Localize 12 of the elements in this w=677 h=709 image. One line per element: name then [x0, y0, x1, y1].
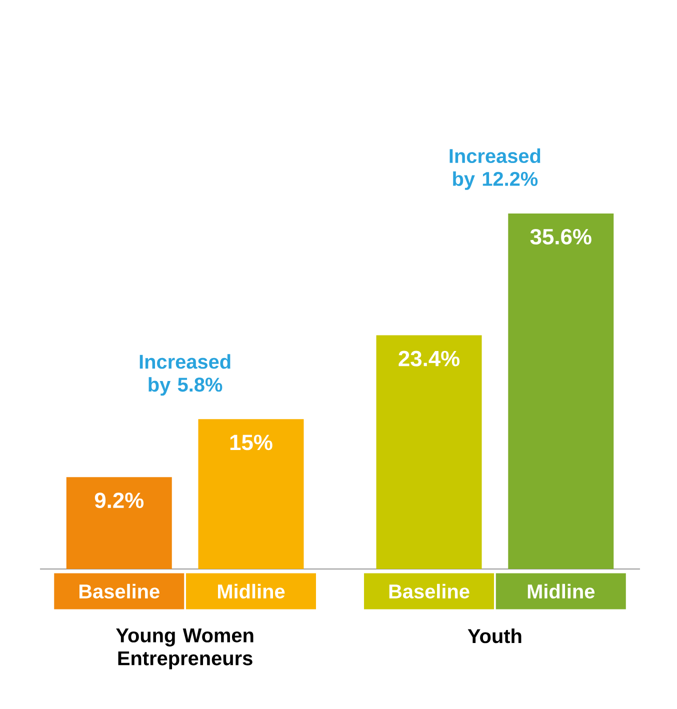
data-label: 35.6% [530, 228, 592, 245]
data-label: 15% [230, 434, 272, 450]
x-tick-label: Baseline [79, 584, 160, 599]
x-tick-label: Midline [528, 584, 595, 599]
data-label: 9.2% [94, 492, 144, 508]
annotation: Increased by 5.8% [140, 354, 230, 396]
x-tick-label: Baseline [389, 584, 470, 599]
text: Increased by 12.2% [450, 148, 540, 190]
text: Young Women Entrepreneurs [116, 628, 254, 670]
x-tick-label: Midline [218, 584, 285, 599]
text: Youth [468, 628, 522, 644]
data-label: 23.4% [398, 350, 460, 366]
